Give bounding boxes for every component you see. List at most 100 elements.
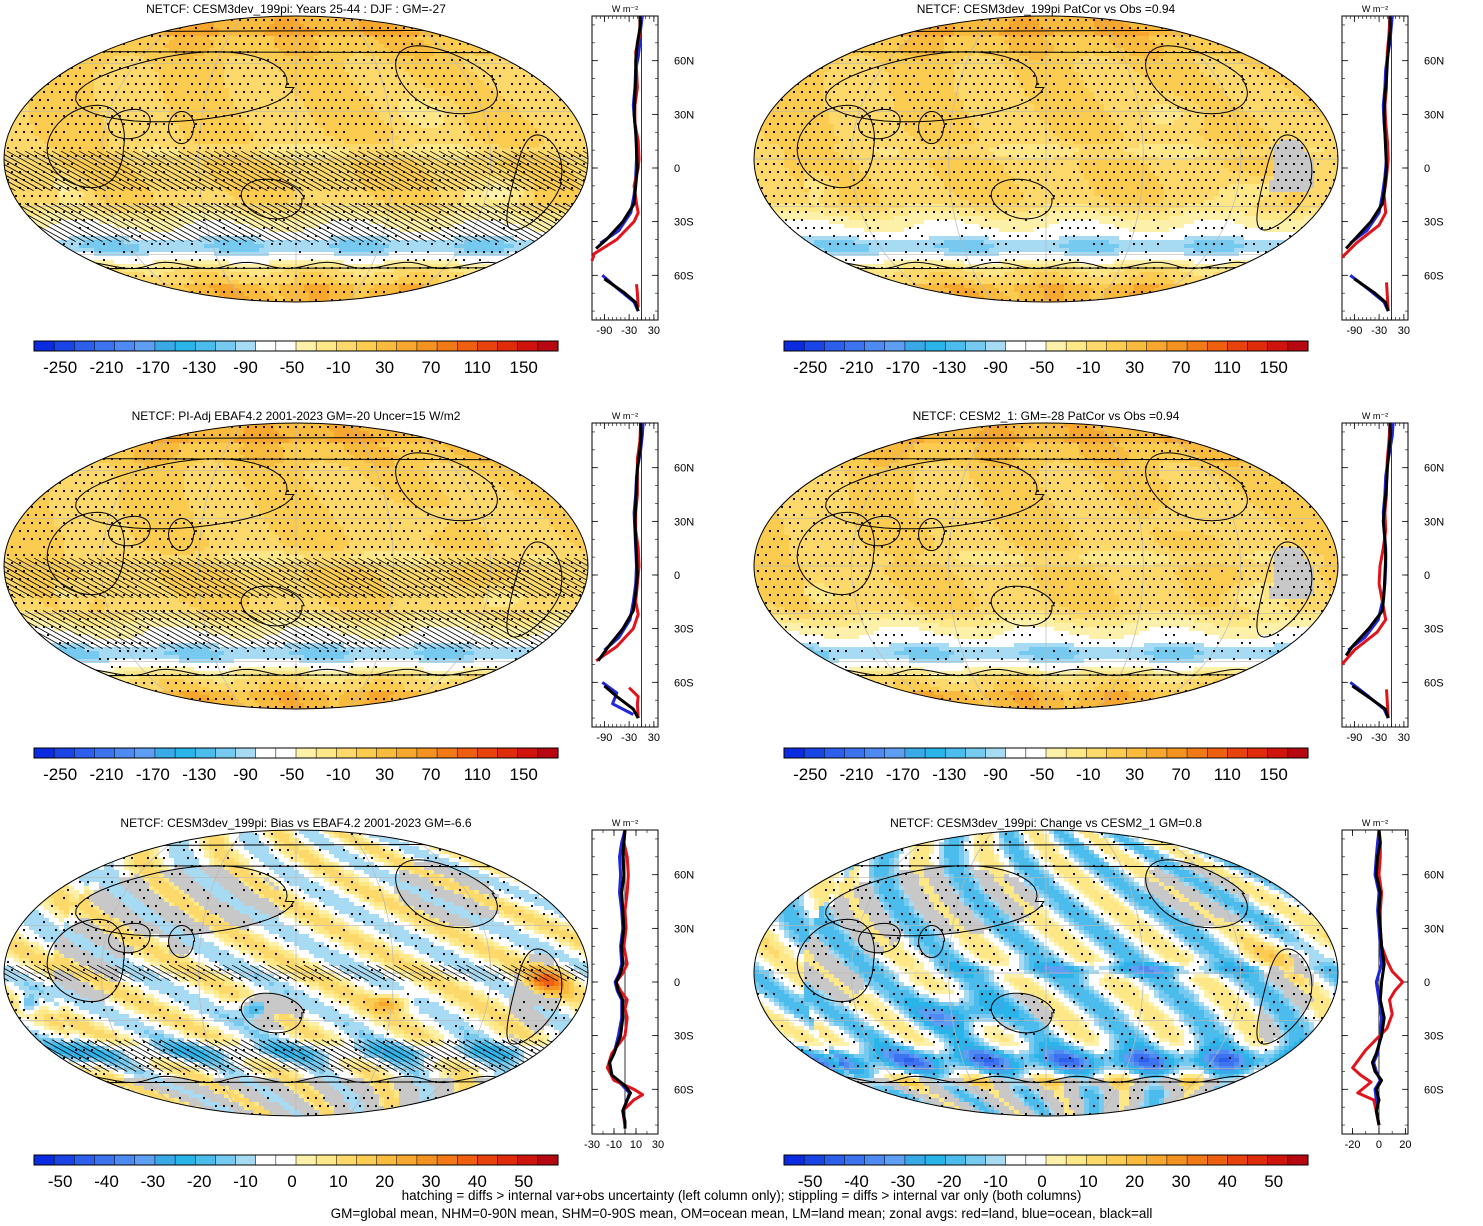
zonal-lat-tick-label: 60N (674, 870, 694, 882)
colorbar-swatch (1268, 341, 1288, 351)
zonal-x-tick-label: 30 (648, 325, 660, 337)
colorbar-swatch (296, 748, 316, 758)
colorbar-swatch (1288, 1155, 1308, 1165)
colorbar-swatch (824, 341, 844, 351)
colorbar-label: -90 (233, 765, 258, 784)
colorbar-swatch (1086, 341, 1106, 351)
colorbar-swatch (925, 341, 945, 351)
colorbar-swatch (115, 341, 135, 351)
zonal-unit-label: W m⁻² (1362, 4, 1388, 14)
colorbar-swatch (538, 1155, 558, 1165)
colorbar-swatch (437, 748, 457, 758)
zonal-lat-tick-label: 30N (674, 923, 694, 935)
zonal-lat-tick-label: 0 (674, 977, 680, 989)
zonal-lat-tick-label: 0 (1424, 163, 1430, 175)
zonal-lat-tick-label: 30N (1424, 516, 1444, 528)
zonal-lat-tick-label: 30N (1424, 109, 1444, 121)
colorbar-label: -50 (280, 765, 305, 784)
footer-note-hatching: hatching = diffs > internal var+obs unce… (0, 1188, 1483, 1203)
colorbar-swatch (1046, 1155, 1066, 1165)
colorbar-swatch (925, 1155, 945, 1165)
colorbar-label: 110 (1214, 358, 1241, 377)
colorbar-swatch (256, 1155, 276, 1165)
colorbar-swatch (1227, 1155, 1247, 1165)
colorbar-swatch (1288, 341, 1308, 351)
colorbar-swatch (844, 341, 864, 351)
zonal-x-tick-label: 20 (1399, 1139, 1411, 1151)
zonal-lat-tick-label: 60S (674, 677, 694, 689)
colorbar-swatch (1187, 1155, 1207, 1165)
colorbar-swatch (538, 748, 558, 758)
zonal-lat-tick-label: 0 (674, 163, 680, 175)
colorbar-swatch (356, 1155, 376, 1165)
colorbar-swatch (316, 1155, 336, 1165)
colorbar-swatch (1147, 748, 1167, 758)
colorbar-swatch (94, 1155, 114, 1165)
colorbar-swatch (1066, 341, 1086, 351)
colorbar-swatch (195, 341, 215, 351)
colorbar-swatch (824, 1155, 844, 1165)
zonal-x-tick-label: -30 (1371, 732, 1387, 744)
colorbar-swatch (1147, 341, 1167, 351)
colorbar-swatch (1207, 748, 1227, 758)
colorbar-swatch (74, 1155, 94, 1165)
colorbar-swatch (905, 341, 925, 351)
panel-p6: NETCF: CESM3dev_199pi: Change vs CESM2_1… (754, 816, 1444, 1191)
colorbar-label: -210 (89, 358, 123, 377)
colorbar-swatch (417, 748, 437, 758)
panel-p4: NETCF: CESM2_1: GM=-28 PatCor vs Obs =0.… (754, 409, 1444, 784)
zonal-lat-tick-label: 60S (1424, 1084, 1444, 1096)
zonal-lat-tick-label: 60N (674, 56, 694, 68)
colorbar-swatch (804, 1155, 824, 1165)
colorbar-label: -130 (932, 358, 966, 377)
colorbar-swatch (498, 341, 518, 351)
colorbar-swatch (986, 1155, 1006, 1165)
colorbar-swatch (784, 1155, 804, 1165)
colorbar-label: -170 (136, 765, 170, 784)
colorbar-swatch (1086, 1155, 1106, 1165)
colorbar-swatch (477, 748, 497, 758)
colorbar-swatch (276, 748, 296, 758)
colorbar-swatch (155, 341, 175, 351)
colorbar-swatch (1207, 1155, 1227, 1165)
zonal-x-tick-label: -20 (1345, 1139, 1361, 1151)
colorbar-swatch (1026, 748, 1046, 758)
colorbar-swatch (34, 341, 54, 351)
zonal-unit-label: W m⁻² (1362, 818, 1388, 828)
colorbar-label: 30 (375, 765, 394, 784)
colorbar-swatch (437, 341, 457, 351)
colorbar-swatch (498, 748, 518, 758)
colorbar-swatch (1026, 1155, 1046, 1165)
zonal-x-tick-label: -30 (584, 1139, 600, 1151)
zonal-x-tick-label: -90 (1346, 732, 1362, 744)
colorbar-swatch (135, 748, 155, 758)
colorbar-label: 110 (464, 358, 491, 377)
colorbar-swatch (885, 1155, 905, 1165)
colorbar-swatch (885, 341, 905, 351)
zonal-x-tick-label: -90 (1346, 325, 1362, 337)
colorbar-swatch (1046, 341, 1066, 351)
colorbar-swatch (1187, 748, 1207, 758)
colorbar-swatch (1207, 341, 1227, 351)
colorbar-swatch (457, 748, 477, 758)
colorbar-swatch (397, 1155, 417, 1165)
colorbar-label: -170 (886, 765, 920, 784)
colorbar-swatch (356, 341, 376, 351)
colorbar-swatch (1006, 1155, 1026, 1165)
colorbar-swatch (34, 1155, 54, 1165)
colorbar-label: 110 (464, 765, 491, 784)
colorbar-label: -130 (182, 358, 216, 377)
colorbar-swatch (1268, 748, 1288, 758)
colorbar-swatch (1086, 748, 1106, 758)
colorbar-swatch (945, 341, 965, 351)
zonal-lat-tick-label: 30S (1424, 624, 1444, 636)
zonal-lat-tick-label: 30N (674, 109, 694, 121)
